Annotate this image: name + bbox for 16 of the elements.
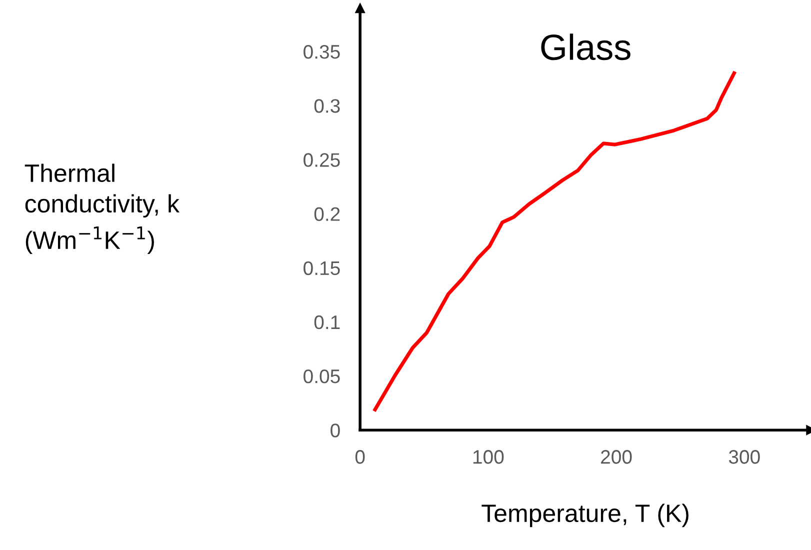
x-tick-label: 100 (473, 450, 504, 464)
y-axis-title: Thermal conductivity, k (Wm$^{−1}$K$^{−1}$) (24, 164, 180, 254)
y-tick-label: 0.3 (314, 99, 340, 113)
x-tick-label: 0 (355, 450, 365, 464)
x-tick-label: 200 (601, 450, 632, 464)
y-tick-label: 0.2 (314, 207, 340, 222)
y-tick-label: 0.1 (314, 315, 340, 330)
x-axis-title: Temperature, T (K) (482, 504, 688, 528)
y-tick-label: 0 (330, 424, 340, 438)
y-tick-label: 0.15 (304, 261, 340, 276)
y-tick-label: 0.05 (304, 369, 340, 384)
y-tick-label: 0.25 (304, 153, 340, 167)
line-series (373, 71, 736, 412)
text: Glass (541, 34, 630, 60)
x-tick-label: 300 (728, 450, 760, 464)
y-tick-label: 0.35 (304, 44, 340, 59)
